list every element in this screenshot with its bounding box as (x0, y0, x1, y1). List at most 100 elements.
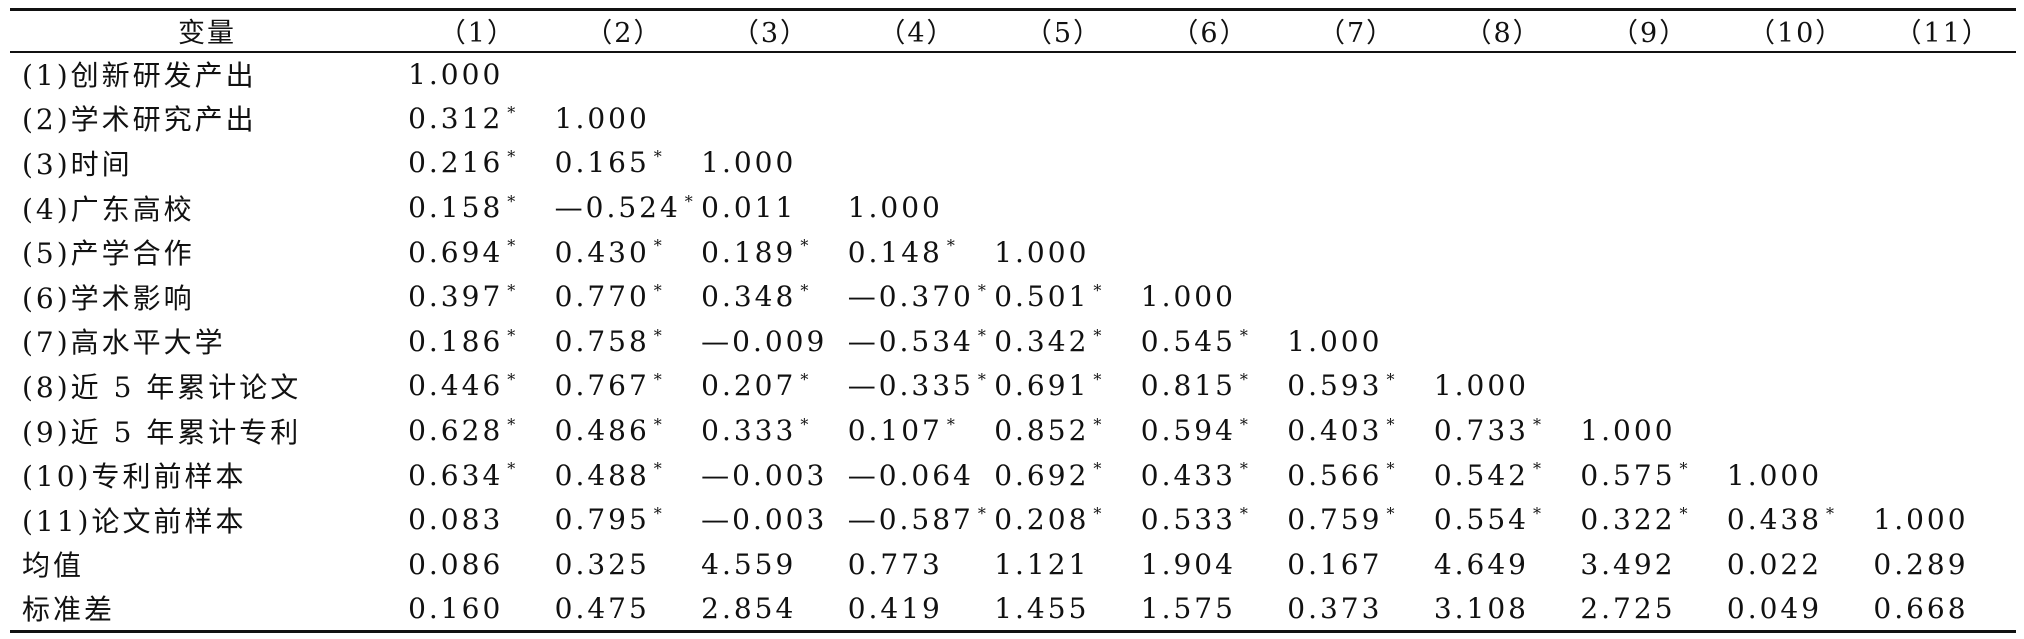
table-cell: 1.121 (990, 542, 1137, 587)
significance-mark: * (653, 414, 662, 434)
table-cell (1283, 52, 1430, 97)
significance-mark: * (946, 414, 955, 434)
table-cell (1283, 230, 1430, 275)
table-cell (1869, 364, 2016, 409)
significance-mark: * (1532, 414, 1541, 434)
table-cell: 0.022 (1723, 542, 1870, 587)
significance-mark: * (1386, 414, 1395, 434)
table-cell (1723, 319, 1870, 364)
table-cell: 1.000 (1723, 453, 1870, 498)
significance-mark: * (946, 236, 955, 256)
header-col: （2） (550, 8, 698, 53)
significance-mark: * (800, 236, 809, 256)
cell-value: 0.011 (701, 191, 797, 225)
cell-value: 0.373 (1287, 591, 1383, 625)
row-label: (5)产学合作 (22, 237, 195, 271)
table-cell: 0.694 * (404, 230, 551, 275)
cell-value: 0.167 (1287, 547, 1383, 581)
header-col: （11） (1869, 8, 2016, 53)
table-cell (1430, 319, 1577, 364)
cell-value: 0.430 (554, 235, 650, 269)
table-cell: 2.725 (1576, 586, 1723, 633)
table-cell (1283, 274, 1430, 319)
table-cell (1723, 274, 1870, 319)
table-cell: 1.000 (844, 185, 991, 230)
table-row: 标准差 0.160 0.475 2.854 0.419 1.455 1.575 0.373 3.… (10, 586, 2016, 633)
table-cell: 0.086 (404, 542, 551, 587)
table-cell (1869, 52, 2016, 97)
cell-value: 0.158 (408, 191, 504, 225)
significance-mark: * (1093, 325, 1102, 345)
cell-value: 4.559 (701, 547, 797, 581)
table-cell: —0.003 (697, 453, 844, 498)
table-cell (1283, 185, 1430, 230)
table-cell: —0.009 (697, 319, 844, 364)
cell-value: 0.189 (701, 235, 797, 269)
table-cell (990, 96, 1137, 141)
cell-value: 0.322 (1580, 503, 1676, 537)
cell-value: 0.575 (1580, 458, 1676, 492)
row-label: (4)广东高校 (22, 192, 195, 226)
table-cell: 0.216 * (404, 141, 551, 186)
table-cell: —0.064 (844, 453, 991, 498)
table-cell: 0.430 * (551, 230, 698, 275)
cell-value: 1.000 (1287, 324, 1383, 358)
table-cell (1723, 185, 1870, 230)
significance-mark: * (1239, 414, 1248, 434)
significance-mark: * (507, 102, 516, 122)
significance-mark: * (507, 370, 516, 390)
cell-value: —0.587 (847, 503, 974, 537)
cell-value: 0.486 (554, 414, 650, 448)
table-cell: 0.594 * (1137, 408, 1284, 453)
header-col: （10） (1722, 8, 1870, 53)
table-cell: 0.767 * (551, 364, 698, 409)
header-col: （9） (1576, 8, 1723, 53)
cell-value: 0.545 (1140, 324, 1236, 358)
table-cell: 1.000 (1430, 364, 1577, 409)
cell-value: 0.566 (1287, 458, 1383, 492)
significance-mark: * (507, 414, 516, 434)
row-label: (8)近 5 年累计论文 (22, 370, 302, 404)
table-cell: 0.475 (550, 586, 698, 633)
table-cell (1430, 52, 1577, 97)
cell-value: 1.000 (994, 235, 1090, 269)
significance-mark: * (507, 191, 516, 211)
table-cell (1576, 185, 1723, 230)
table-cell: 0.165 * (551, 141, 698, 186)
cell-value: 0.815 (1140, 369, 1236, 403)
table-cell: 0.207 * (697, 364, 844, 409)
table-cell (1137, 185, 1284, 230)
cell-value: 0.022 (1726, 547, 1823, 581)
table-cell (1576, 52, 1723, 97)
correlation-table: 变量 （1） （2） （3） （4） （5） （6） （7） （8） （9） （… (10, 8, 2016, 633)
table-cell: 0.554 * (1430, 497, 1577, 542)
row-label: (3)时间 (22, 147, 133, 181)
table-cell (1576, 319, 1723, 364)
cell-value: 1.000 (701, 146, 797, 180)
cell-value: 0.433 (1140, 458, 1236, 492)
table-cell (1869, 96, 2016, 141)
table-cell (1430, 96, 1577, 141)
table-cell (1869, 319, 2016, 364)
table-cell: 1.000 (1576, 408, 1723, 453)
cell-value: 0.342 (994, 324, 1090, 358)
cell-value: 0.770 (554, 280, 650, 314)
table-cell: 0.189 * (697, 230, 844, 275)
table-cell (1723, 96, 1870, 141)
cell-value: 0.759 (1287, 503, 1383, 537)
table-cell: 0.575 * (1576, 453, 1723, 498)
table-cell: 0.322 * (1576, 497, 1723, 542)
table-row: (6)学术影响 0.397 * 0.770 * 0.348 * —0.370 * 0.501 * 1.… (10, 274, 2016, 319)
significance-mark: * (507, 280, 516, 300)
table-cell (1576, 364, 1723, 409)
table-cell: 0.107 * (844, 408, 991, 453)
significance-mark: * (653, 503, 662, 523)
cell-value: 1.000 (554, 101, 650, 135)
table-cell (1283, 96, 1430, 141)
table-cell: 0.342 * (990, 319, 1137, 364)
header-col: （8） (1429, 8, 1577, 53)
table-cell (1430, 141, 1577, 186)
table-row: (4)广东高校 0.158 * —0.524 * 0.011 1.000 (10, 185, 2016, 230)
table-cell: 1.575 (1136, 586, 1284, 633)
table-cell: 0.158 * (404, 185, 551, 230)
